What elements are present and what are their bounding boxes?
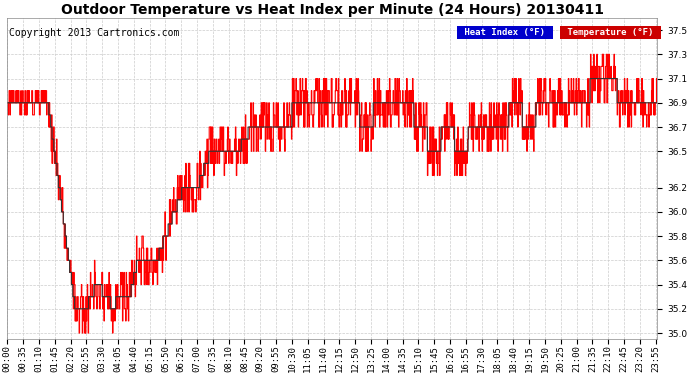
Text: Copyright 2013 Cartronics.com: Copyright 2013 Cartronics.com (9, 28, 179, 38)
Text: Heat Index (°F): Heat Index (°F) (459, 28, 551, 37)
Title: Outdoor Temperature vs Heat Index per Minute (24 Hours) 20130411: Outdoor Temperature vs Heat Index per Mi… (61, 3, 604, 17)
Text: Temperature (°F): Temperature (°F) (562, 28, 658, 37)
